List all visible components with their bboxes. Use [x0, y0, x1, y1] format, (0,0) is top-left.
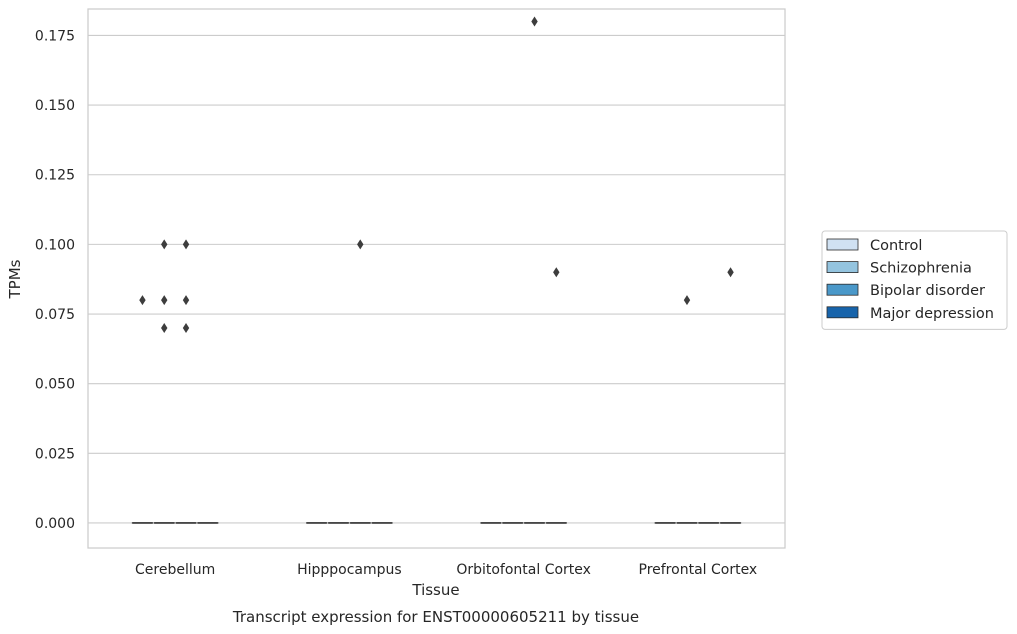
y-tick-label: 0.025	[35, 446, 75, 462]
legend-swatch	[826, 283, 859, 296]
x-tick-labels: Cerebellum Hipppocampus Orbitofontal Corte…	[135, 562, 757, 578]
x-tick-label: Cerebellum	[135, 562, 215, 578]
y-tick-labels: 0.000 0.025 0.050 0.075 0.100 0.125 0.150 0.175	[35, 28, 75, 531]
outlier-point	[683, 295, 691, 306]
y-tick-label: 0.125	[35, 168, 75, 184]
y-axis-label: TPMs	[6, 259, 24, 299]
legend-frame	[821, 230, 1008, 330]
x-tick-label: Orbitofontal Cortex	[456, 562, 591, 578]
legend-swatch	[826, 238, 859, 251]
legend-swatch	[826, 306, 859, 319]
outlier-layer	[139, 16, 734, 333]
y-tick-label: 0.150	[35, 98, 75, 114]
legend-label: Schizophrenia	[870, 261, 972, 277]
legend-label: Bipolar disorder	[870, 283, 985, 299]
outlier-point	[161, 322, 168, 333]
outlier-point	[531, 16, 538, 27]
outlier-point	[182, 239, 190, 250]
legend: Control Schizophrenia Bipolar disorder Majo…	[821, 230, 1008, 330]
outlier-point	[357, 239, 364, 250]
plot-frame	[87, 8, 786, 549]
x-tick-label: Prefrontal Cortex	[639, 562, 758, 578]
outlier-point	[161, 295, 168, 306]
outlier-point	[727, 267, 734, 278]
outlier-point	[182, 295, 190, 306]
outlier-point	[161, 239, 168, 250]
y-tick-label: 0.050	[35, 377, 75, 393]
legend-label: Major depression	[870, 306, 994, 322]
y-tick-label: 0.100	[35, 237, 75, 253]
y-tick-label: 0.000	[35, 516, 75, 532]
legend-label: Control	[870, 238, 922, 254]
outlier-point	[139, 295, 146, 306]
outlier-point	[553, 267, 560, 278]
chart-caption: Transcript expression for ENST0000060521…	[232, 608, 639, 626]
y-tick-label: 0.075	[35, 307, 75, 323]
legend-swatch	[826, 261, 859, 274]
x-axis-label: Tissue	[411, 581, 459, 599]
outlier-point	[182, 322, 190, 333]
x-tick-label: Hipppocampus	[297, 562, 402, 578]
y-tick-label: 0.175	[35, 28, 75, 44]
